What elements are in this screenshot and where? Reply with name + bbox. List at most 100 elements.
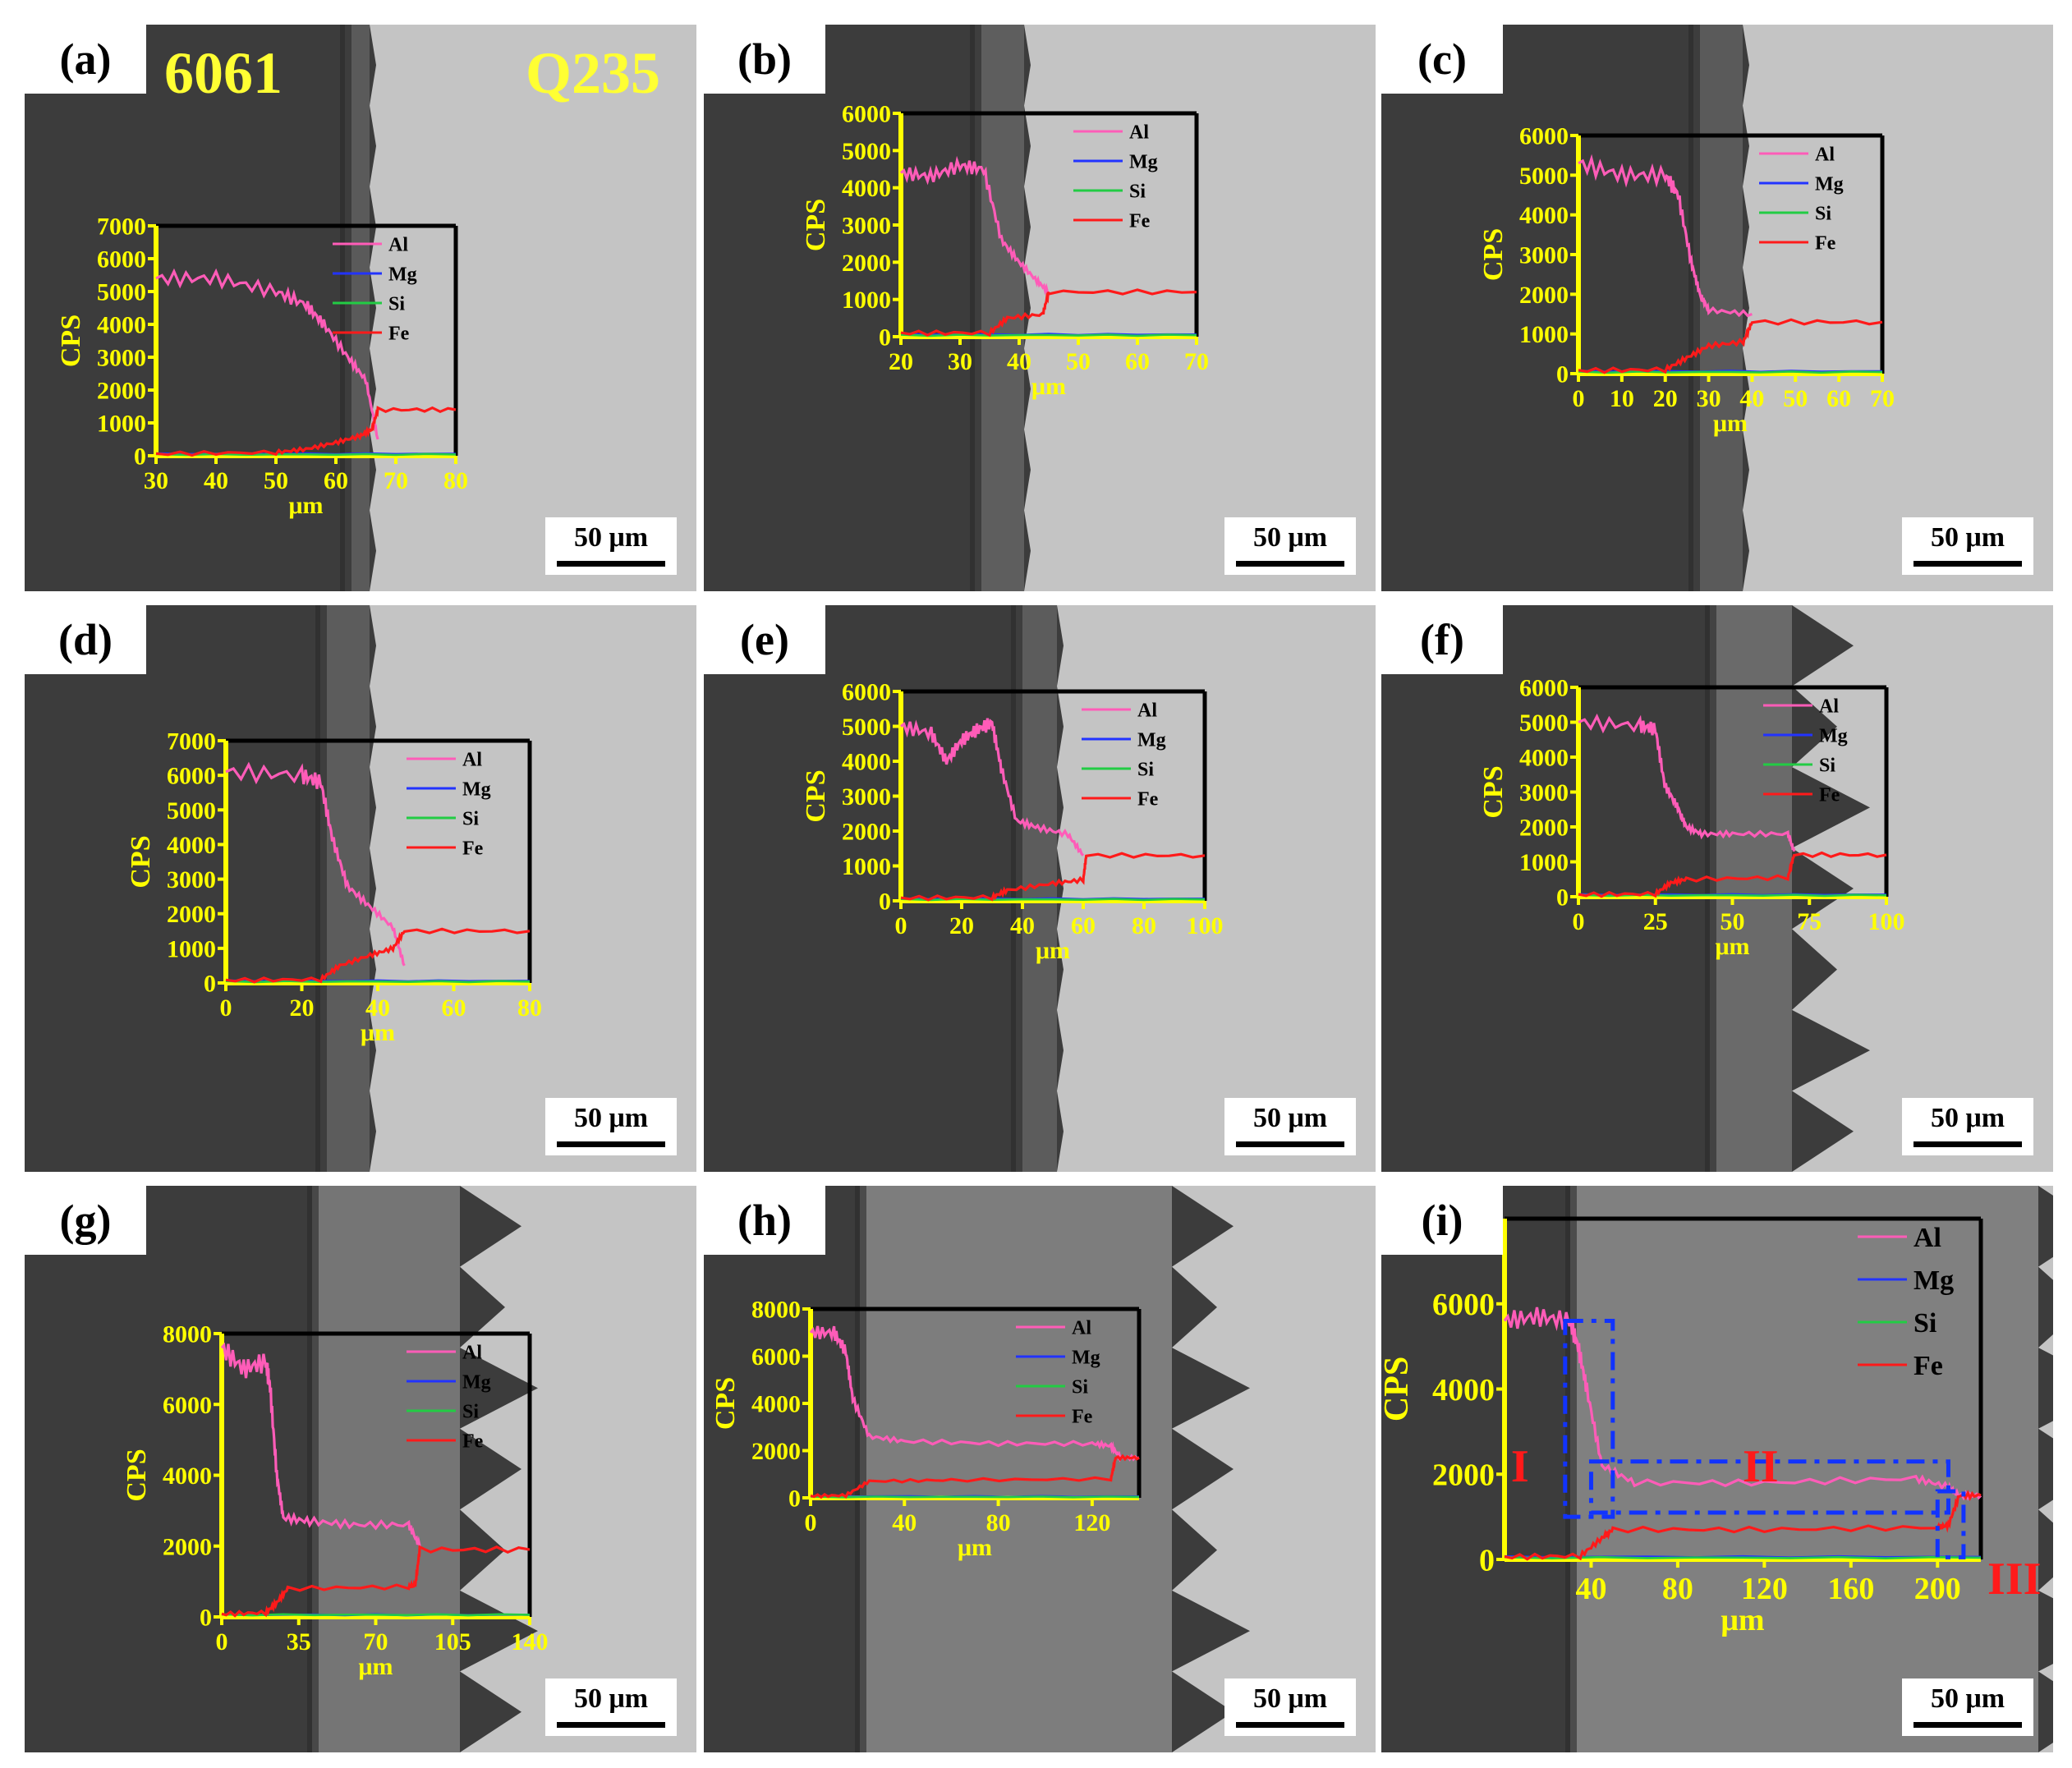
- x-tick-label: 100: [1187, 912, 1224, 939]
- x-tick-label: 40: [204, 467, 228, 494]
- series-si-line: [1578, 893, 1887, 898]
- legend-entry-al: Al: [1819, 696, 1839, 717]
- x-tick-label: 0: [216, 1628, 228, 1655]
- scale-bar-label: 50 μm: [1252, 522, 1328, 553]
- series-al-line: [220, 1342, 421, 1547]
- micrograph-panel-d: 0 20 40 60 80 0 1000 2000 3000 4000 5000 6000 7000 μm…: [25, 605, 696, 1172]
- series-fe-line: [1578, 851, 1887, 898]
- scale-bar-label: 50 μm: [573, 1683, 649, 1714]
- x-tick-label: 120: [1741, 1572, 1788, 1606]
- series-fe-line: [1504, 1490, 1982, 1561]
- legend-entry-fe: Fe: [462, 1430, 484, 1452]
- x-tick-label: 40: [1007, 348, 1031, 375]
- y-tick-label: 4000: [1519, 202, 1569, 229]
- x-tick-label: 80: [517, 994, 542, 1022]
- x-tick-label: 20: [949, 912, 974, 939]
- legend-entry-fe: Fe: [1913, 1351, 1943, 1381]
- micrograph-panel-i: 40 80 120 160 200 0 2000 4000 6000 μm CPS Al Mg Si Fe I…: [1381, 1186, 2053, 1752]
- x-tick-label: 60: [324, 467, 348, 494]
- y-tick-label: 5000: [1519, 163, 1569, 190]
- x-tick-label: 80: [1132, 912, 1156, 939]
- scale-bar-line: [1913, 1141, 2022, 1147]
- legend-entry-si: Si: [1819, 755, 1835, 776]
- series-si-line: [810, 1495, 1140, 1499]
- scale-bar: 50 μm: [1224, 517, 1356, 575]
- series-al-line: [809, 1325, 1140, 1463]
- y-tick-label: 6000: [1519, 675, 1569, 702]
- y-tick-label: 4000: [1519, 745, 1569, 772]
- steel-q235-region: [370, 605, 696, 1172]
- x-tick-label: 140: [512, 1628, 549, 1655]
- scale-bar: 50 μm: [1224, 1098, 1356, 1155]
- series-al-line: [155, 268, 379, 440]
- x-axis-label: μm: [359, 1653, 393, 1680]
- series-fe-line: [155, 406, 457, 457]
- sem-linescan-figure: 0 10 20 30 40 50 60 70 0 1000 2000 3000 4000 5000 6000…: [1381, 25, 2053, 591]
- y-axis-label: CPS: [801, 769, 831, 822]
- x-tick-label: 60: [1826, 385, 1851, 412]
- panel-letter: (c): [1381, 25, 1503, 94]
- y-tick-label: 1000: [1519, 321, 1569, 348]
- scale-bar: 50 μm: [545, 1098, 677, 1155]
- micrograph-panel-f: 0 25 50 75 100 0 1000 2000 3000 4000 5000 6000 μm CPS…: [1381, 605, 2053, 1172]
- interface-seam: [315, 605, 327, 1172]
- x-axis-label: μm: [1721, 1603, 1764, 1637]
- legend-entry-al: Al: [388, 234, 408, 255]
- x-tick-label: 40: [892, 1509, 917, 1536]
- x-tick-label: 70: [364, 1628, 388, 1655]
- x-axis-label: μm: [1716, 933, 1750, 960]
- y-tick-label: 4000: [163, 1463, 212, 1490]
- micrograph-panel-a: 30 40 50 60 70 80 0 1000 2000 3000 4000 5000 6000 700…: [25, 25, 696, 591]
- y-tick-label: 1000: [842, 287, 891, 314]
- x-axis-label: μm: [1031, 373, 1066, 400]
- y-tick-label: 6000: [1432, 1288, 1495, 1322]
- series-fe-line: [221, 1545, 531, 1618]
- legend-entry-al: Al: [462, 749, 482, 770]
- scale-bar: 50 μm: [1902, 1098, 2033, 1155]
- y-tick-label: 4000: [842, 175, 891, 202]
- y-axis-label: CPS: [1478, 765, 1509, 818]
- y-tick-label: 6000: [163, 1392, 212, 1419]
- legend-entry-mg: Mg: [1815, 173, 1844, 195]
- x-tick-label: 0: [1573, 385, 1585, 412]
- y-tick-label: 5000: [842, 138, 891, 165]
- x-tick-label: 40: [1739, 385, 1764, 412]
- series-si-line: [1578, 370, 1883, 374]
- legend-entry-al: Al: [1815, 144, 1835, 165]
- x-tick-label: 60: [442, 994, 466, 1022]
- series-al-line: [900, 718, 1085, 856]
- series-si-line: [155, 452, 457, 457]
- legend-entry-fe: Fe: [388, 323, 410, 344]
- y-tick-label: 2000: [751, 1438, 801, 1465]
- x-tick-label: 30: [144, 467, 168, 494]
- y-tick-label: 2000: [842, 819, 891, 846]
- legend-entry-si: Si: [1129, 181, 1146, 202]
- y-axis-label: CPS: [126, 835, 156, 888]
- series-si-line: [900, 898, 1206, 902]
- y-tick-label: 5000: [1519, 709, 1569, 737]
- micrograph-panel-c: 0 10 20 30 40 50 60 70 0 1000 2000 3000 4000 5000 6000…: [1381, 25, 2053, 591]
- x-tick-label: 0: [1573, 908, 1585, 935]
- x-tick-label: 40: [1575, 1572, 1606, 1606]
- region-ii-box: [1588, 1459, 1950, 1515]
- y-tick-label: 4000: [842, 749, 891, 776]
- scale-bar-line: [557, 1141, 665, 1147]
- y-tick-label: 0: [1479, 1543, 1495, 1577]
- y-tick-label: 3000: [1519, 242, 1569, 269]
- scale-bar: 50 μm: [1902, 1678, 2033, 1736]
- micrograph-panel-g: 0 35 70 105 140 0 2000 4000 6000 8000 μm CPS Al Mg Si F…: [25, 1186, 696, 1752]
- legend-entry-al: Al: [1072, 1317, 1091, 1339]
- sem-linescan-figure: 0 20 40 60 80 1000100020003000400050006000μmC…: [704, 605, 1376, 1172]
- scale-bar-label: 50 μm: [573, 1103, 649, 1133]
- y-tick-label: 0: [879, 324, 891, 351]
- legend-entry-si: Si: [1137, 759, 1154, 780]
- y-tick-label: 1000: [1519, 849, 1569, 876]
- x-tick-label: 30: [948, 348, 972, 375]
- region-i-box: [1563, 1319, 1615, 1519]
- sem-linescan-figure: 30 40 50 60 70 80 0 1000 2000 3000 4000 5000 6000 700…: [25, 25, 696, 591]
- x-tick-label: 40: [365, 994, 390, 1022]
- legend-entry-mg: Mg: [462, 778, 491, 800]
- y-axis-label: CPS: [710, 1377, 741, 1430]
- micrograph-panel-b: 20 30 40 50 60 70 0 1000 2000 3000 4000 5000 6000 μm C…: [704, 25, 1376, 591]
- x-tick-label: 35: [287, 1628, 311, 1655]
